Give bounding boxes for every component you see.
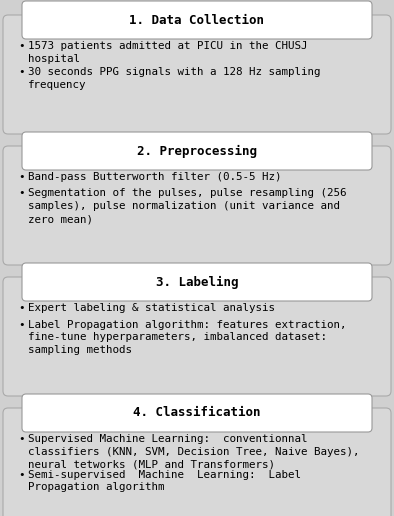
- FancyBboxPatch shape: [3, 146, 391, 265]
- Text: Semi-supervised  Machine  Learning:  Label
Propagation algorithm: Semi-supervised Machine Learning: Label …: [28, 470, 301, 492]
- FancyBboxPatch shape: [3, 408, 391, 516]
- Text: 3. Labeling: 3. Labeling: [156, 276, 238, 288]
- Text: Label Propagation algorithm: features extraction,
fine-tune hyperparameters, imb: Label Propagation algorithm: features ex…: [28, 319, 346, 355]
- Text: 2. Preprocessing: 2. Preprocessing: [137, 144, 257, 157]
- Text: 1573 patients admitted at PICU in the CHUSJ
hospital: 1573 patients admitted at PICU in the CH…: [28, 41, 307, 64]
- FancyBboxPatch shape: [22, 263, 372, 301]
- Text: •: •: [18, 188, 24, 199]
- Text: 30 seconds PPG signals with a 128 Hz sampling
frequency: 30 seconds PPG signals with a 128 Hz sam…: [28, 67, 320, 90]
- FancyBboxPatch shape: [3, 277, 391, 396]
- Text: •: •: [18, 319, 24, 330]
- Text: •: •: [18, 172, 24, 182]
- Text: Expert labeling & statistical analysis: Expert labeling & statistical analysis: [28, 303, 275, 313]
- FancyBboxPatch shape: [3, 15, 391, 134]
- FancyBboxPatch shape: [22, 132, 372, 170]
- Text: 4. Classification: 4. Classification: [133, 407, 261, 420]
- Text: Supervised Machine Learning:  conventionnal
classifiers (KNN, SVM, Decision Tree: Supervised Machine Learning: conventionn…: [28, 434, 359, 470]
- Text: Segmentation of the pulses, pulse resampling (256
samples), pulse normalization : Segmentation of the pulses, pulse resamp…: [28, 188, 346, 224]
- Text: •: •: [18, 67, 24, 77]
- Text: Band-pass Butterworth filter (0.5-5 Hz): Band-pass Butterworth filter (0.5-5 Hz): [28, 172, 281, 182]
- Text: •: •: [18, 41, 24, 51]
- Text: •: •: [18, 434, 24, 444]
- Text: 1. Data Collection: 1. Data Collection: [130, 13, 264, 26]
- FancyBboxPatch shape: [22, 394, 372, 432]
- FancyBboxPatch shape: [22, 1, 372, 39]
- Text: •: •: [18, 470, 24, 479]
- Text: •: •: [18, 303, 24, 313]
